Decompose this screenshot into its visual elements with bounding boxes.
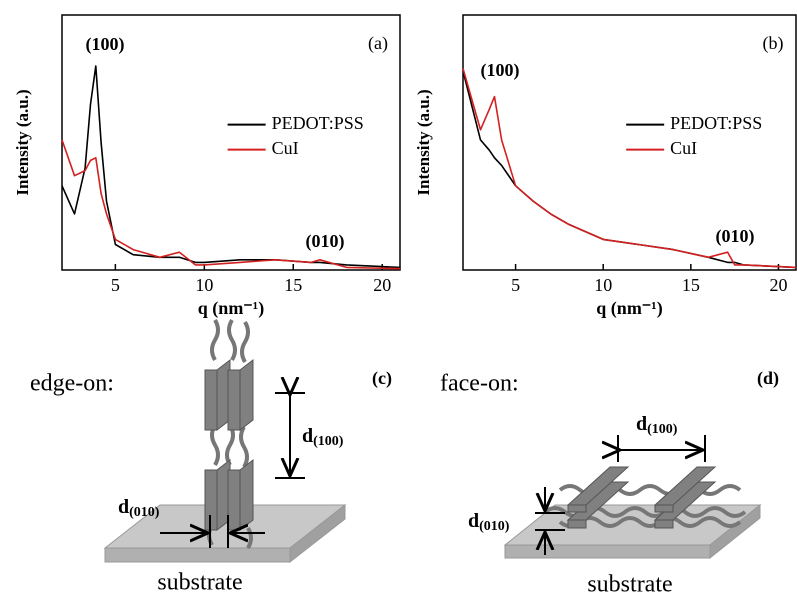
diagram-label: edge-on: [30, 371, 114, 397]
x-tick-label: 10 [195, 275, 213, 295]
y-axis-label: Intensity (a.u.) [414, 89, 433, 195]
legend-label: CuI [272, 138, 299, 158]
substrate-label: substrate [587, 572, 672, 598]
subscript: (100) [647, 422, 678, 437]
face-on-diagram [503, 435, 762, 560]
x-tick-label: 20 [373, 275, 391, 295]
panel-label: (a) [368, 33, 388, 54]
spacing-label: d(010) [468, 510, 510, 535]
legend-label: PEDOT:PSS [272, 113, 364, 133]
panel-label: (d) [757, 368, 779, 389]
data-line [462, 68, 797, 269]
x-axis-label: q (nm⁻¹) [596, 298, 662, 319]
symbol: d [302, 425, 313, 447]
x-tick-label: 5 [511, 275, 520, 295]
spacing-label: d(010) [118, 496, 160, 521]
annotation: (100) [481, 60, 520, 81]
x-tick-label: 15 [682, 275, 700, 295]
subscript: (010) [479, 519, 510, 534]
substrate-label: substrate [157, 570, 242, 596]
plot-frame [462, 14, 797, 271]
x-tick-label: 20 [769, 275, 787, 295]
legend-label: PEDOT:PSS [670, 113, 762, 133]
x-axis-label: q (nm⁻¹) [198, 298, 264, 319]
edge-on-diagram [103, 318, 347, 564]
symbol: d [118, 496, 129, 518]
x-tick-label: 15 [284, 275, 302, 295]
annotation: (010) [716, 226, 755, 247]
spacing-label: d(100) [636, 413, 678, 438]
x-tick-label: 5 [111, 275, 120, 295]
panel-label: (c) [372, 368, 392, 389]
panel-label: (b) [763, 33, 784, 54]
plot-frame [61, 14, 401, 271]
data-line [61, 139, 401, 270]
legend-label: CuI [670, 138, 697, 158]
x-tick-label: 10 [594, 275, 612, 295]
symbol: d [636, 413, 647, 435]
spacing-label: d(100) [302, 425, 344, 450]
annotation: (100) [86, 34, 125, 55]
annotation: (010) [306, 231, 345, 252]
subscript: (010) [129, 505, 160, 520]
y-axis-label: Intensity (a.u.) [13, 89, 32, 195]
subscript: (100) [313, 434, 344, 449]
symbol: d [468, 510, 479, 532]
data-line [61, 65, 401, 269]
diagram-label: face-on: [440, 371, 519, 397]
